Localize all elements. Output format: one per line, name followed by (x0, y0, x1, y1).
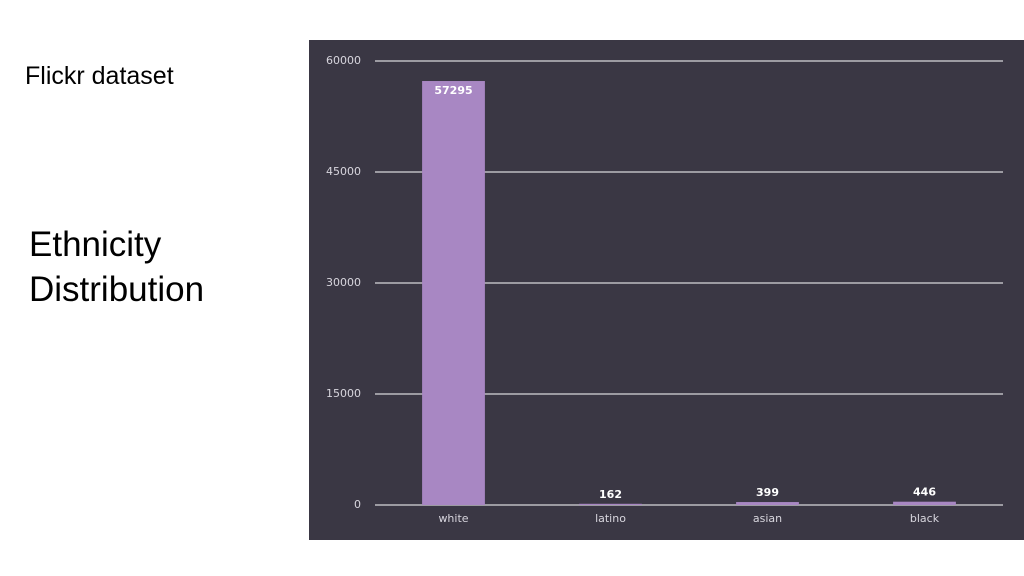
bar (422, 81, 485, 505)
bar (736, 502, 799, 505)
bar (579, 503, 642, 505)
x-tick-label: black (910, 512, 940, 525)
y-tick-label: 0 (354, 498, 361, 511)
slide-title: Ethnicity Distribution (29, 225, 205, 309)
slide-subtitle: Flickr dataset (25, 62, 174, 90)
value-label: 446 (913, 486, 936, 499)
value-label: 57295 (434, 84, 472, 97)
value-label: 162 (599, 488, 622, 501)
y-tick-label: 30000 (326, 276, 361, 289)
x-tick-label: white (438, 512, 468, 525)
y-tick-label: 15000 (326, 387, 361, 400)
y-tick-label: 60000 (326, 54, 361, 67)
x-tick-label: asian (753, 512, 782, 525)
chart-background (309, 40, 1024, 540)
x-tick-label: latino (595, 512, 626, 525)
y-tick-label: 45000 (326, 165, 361, 178)
value-label: 399 (756, 486, 779, 499)
bar (893, 501, 956, 505)
